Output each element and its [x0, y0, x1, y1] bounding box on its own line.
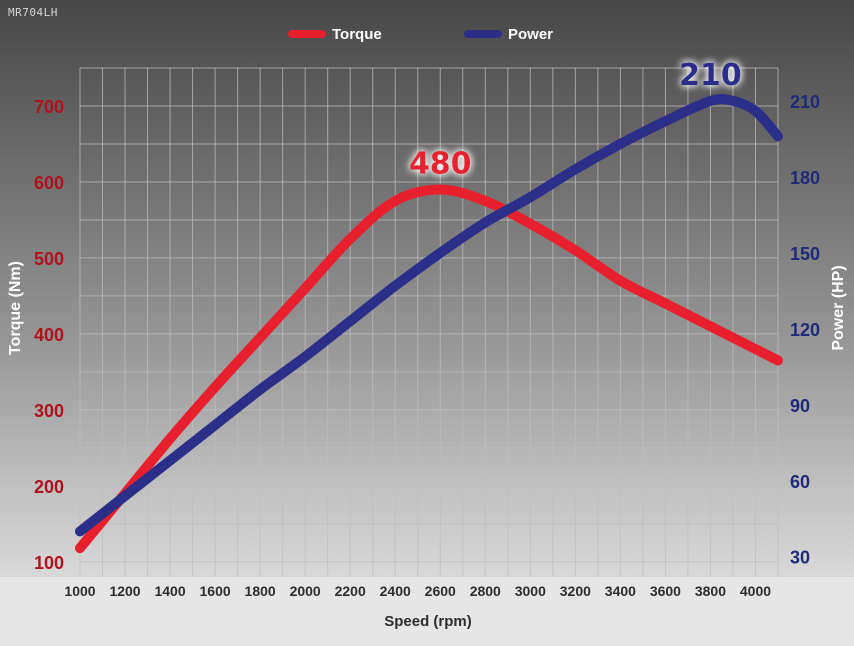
x-tick-label: 1200 — [109, 583, 140, 599]
y-left-tick-label: 400 — [34, 325, 64, 345]
legend-label-power: Power — [508, 26, 553, 43]
y-right-axis-title: Power (HP) — [830, 265, 847, 350]
x-tick-label: 2600 — [425, 583, 456, 599]
x-axis-band — [0, 577, 854, 646]
x-tick-label: 1800 — [245, 583, 276, 599]
x-tick-label: 2200 — [335, 583, 366, 599]
y-left-tick-label: 700 — [34, 97, 64, 117]
y-right-tick-label: 120 — [790, 320, 820, 340]
legend-label-torque: Torque — [332, 26, 382, 43]
y-left-tick-label: 500 — [34, 249, 64, 269]
y-right-tick-label: 30 — [790, 548, 810, 568]
x-tick-label: 2000 — [290, 583, 321, 599]
peak-label-torque: 480 — [409, 147, 472, 182]
y-left-tick-label: 200 — [34, 477, 64, 497]
x-tick-label: 3200 — [560, 583, 591, 599]
y-left-axis-title: Torque (Nm) — [7, 261, 24, 355]
y-right-tick-label: 90 — [790, 396, 810, 416]
y-left-tick-label: 100 — [34, 553, 64, 573]
x-tick-label: 3800 — [695, 583, 726, 599]
peak-label-power: 210 — [679, 58, 742, 93]
x-tick-label: 1000 — [64, 583, 95, 599]
labels: 100 200 300 400 500 600 700 30 60 90 120 150 180 210 1… — [7, 26, 847, 630]
x-tick-label: 2800 — [470, 583, 501, 599]
x-tick-label: 4000 — [740, 583, 771, 599]
series-line-torque — [75, 184, 783, 554]
y-right-tick-label: 180 — [790, 168, 820, 188]
x-tick-label: 1400 — [154, 583, 185, 599]
x-tick-label: 3600 — [650, 583, 681, 599]
x-axis-title: Speed (rpm) — [384, 613, 472, 630]
y-right-tick-label: 150 — [790, 244, 820, 264]
x-tick-label: 2400 — [380, 583, 411, 599]
x-tick-label: 1600 — [200, 583, 231, 599]
series-line-power — [75, 93, 783, 537]
x-tick-label: 3000 — [515, 583, 546, 599]
y-left-tick-label: 600 — [34, 173, 64, 193]
y-right-tick-label: 60 — [790, 472, 810, 492]
x-tick-label: 3400 — [605, 583, 636, 599]
series-layer — [75, 93, 783, 554]
y-left-tick-label: 300 — [34, 401, 64, 421]
y-right-tick-label: 210 — [790, 92, 820, 112]
model-label: MR704LH — [8, 6, 58, 19]
grid — [79, 67, 779, 577]
